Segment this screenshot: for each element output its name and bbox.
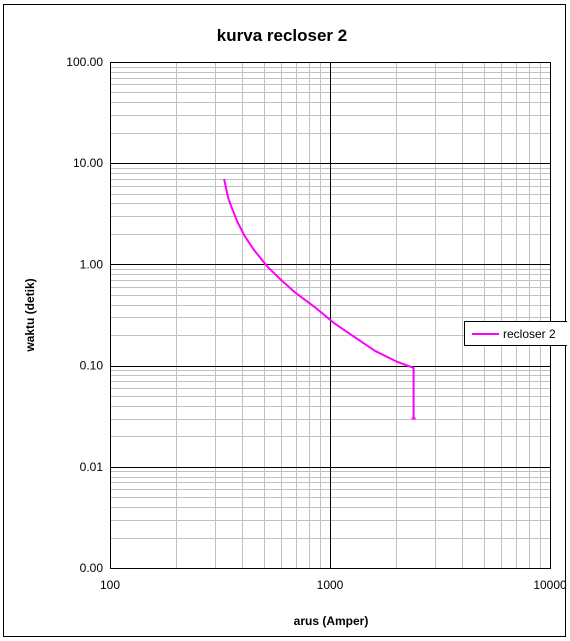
- x-tick-label: 100: [100, 578, 120, 592]
- series-line-recloser-2: [223, 178, 415, 419]
- y-tick-label: 0.10: [80, 359, 104, 373]
- chart-frame: kurva recloser 2 0.00 0.01 0.10 1.00 10.00 10…: [3, 4, 567, 637]
- series-layer: [223, 178, 416, 420]
- y-axis-title: waktu (detik): [23, 278, 37, 352]
- y-tick-label: 100.00: [66, 55, 103, 69]
- legend: recloser 2: [464, 321, 567, 346]
- plot-area-border: [110, 62, 551, 569]
- legend-label: recloser 2: [503, 327, 556, 341]
- y-tick-label: 10.00: [73, 156, 103, 170]
- x-tick-label: 10000: [533, 578, 567, 592]
- grid: [110, 62, 551, 569]
- y-tick-label: 0.01: [80, 460, 104, 474]
- y-tick-label: 0.00: [80, 561, 104, 575]
- x-axis-title: arus (Amper): [294, 614, 369, 628]
- chart: kurva recloser 2 0.00 0.01 0.10 1.00 10.00 10…: [23, 26, 567, 628]
- x-tick-label: 1000: [317, 578, 344, 592]
- y-tick-labels: 0.00 0.01 0.10 1.00 10.00 100.00: [66, 55, 103, 575]
- x-tick-labels: 100 1000 10000: [100, 578, 567, 592]
- y-tick-label: 1.00: [80, 257, 104, 271]
- chart-title: kurva recloser 2: [217, 26, 347, 45]
